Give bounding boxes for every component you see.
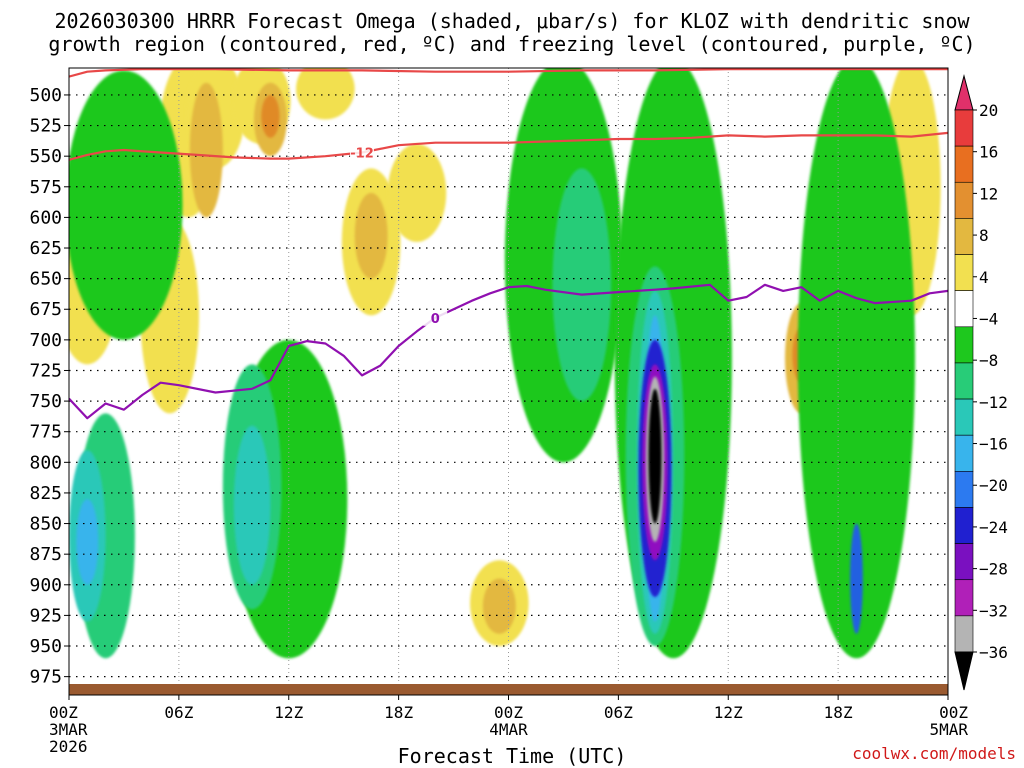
- ground-layer: [69, 684, 948, 695]
- omega-region-8: [387, 143, 447, 242]
- x-tick-date-48: 5MAR: [929, 720, 968, 739]
- y-tick-label-825: 825: [29, 483, 62, 504]
- x-tick-year-0: 2026: [49, 737, 88, 756]
- omega-region-11: [189, 82, 223, 218]
- y-tick-label-925: 925: [29, 605, 62, 626]
- contour-label-2: 0: [431, 312, 440, 327]
- contour-label-bg-0: [350, 144, 374, 161]
- y-tick-label-525: 525: [29, 116, 62, 137]
- colorbar-segment-1: [954, 145, 974, 183]
- y-tick-label-550: 550: [29, 146, 62, 167]
- colorbar-label-6: −8: [979, 351, 998, 370]
- colorbar-segment-3: [954, 218, 974, 255]
- colorbar-top-arrow: [954, 74, 974, 111]
- omega-region-36: [648, 388, 662, 524]
- y-tick-label-600: 600: [29, 207, 62, 228]
- x-tick-label-0: 00Z: [49, 703, 78, 722]
- colorbar-bottom-arrow: [954, 651, 974, 691]
- colorbar-label-12: −32: [979, 601, 1008, 620]
- x-tick-label-18: 18Z: [384, 703, 413, 722]
- y-tick-label-675: 675: [29, 299, 62, 320]
- colorbar-label-7: −12: [979, 393, 1008, 412]
- site-credit: coolwx.com/models: [852, 744, 1016, 763]
- omega-region-30: [76, 499, 99, 585]
- colorbar-segment-13: [954, 579, 974, 617]
- y-tick-label-800: 800: [29, 452, 62, 473]
- omega-region-32: [850, 523, 863, 634]
- colorbar-label-11: −28: [979, 560, 1008, 579]
- y-tick-label-775: 775: [29, 422, 62, 443]
- x-tick-label-36: 12Z: [714, 703, 743, 722]
- x-tick-label-30: 06Z: [604, 703, 633, 722]
- omega-region-28: [233, 425, 271, 585]
- x-axis-title: Forecast Time (UTC): [397, 744, 627, 768]
- colorbar-label-1: 16: [979, 143, 998, 162]
- chart-title-line1: 2026030300 HRRR Forecast Omega (shaded, …: [54, 9, 970, 33]
- colorbar-label-9: −20: [979, 476, 1008, 495]
- y-tick-label-950: 950: [29, 636, 62, 657]
- colorbar-label-5: −4: [979, 309, 998, 328]
- colorbar-segment-11: [954, 507, 974, 544]
- y-tick-label-900: 900: [29, 575, 62, 596]
- y-tick-label-750: 750: [29, 391, 62, 412]
- colorbar-label-2: 12: [979, 184, 998, 203]
- colorbar-segment-0: [954, 109, 974, 147]
- colorbar-segment-9: [954, 434, 974, 472]
- colorbar-segment-7: [954, 362, 974, 400]
- omega-region-22: [797, 68, 916, 659]
- colorbar-segment-5: [954, 290, 974, 328]
- omega-region-14: [482, 578, 516, 634]
- y-tick-label-575: 575: [29, 177, 62, 198]
- x-tick-label-24: 00Z: [494, 703, 523, 722]
- x-tick-label-6: 06Z: [164, 703, 193, 722]
- y-tick-label-975: 975: [29, 667, 62, 688]
- colorbar-label-0: 20: [979, 101, 998, 120]
- contour-label-0: -12: [350, 146, 374, 161]
- y-tick-label-875: 875: [29, 544, 62, 565]
- colorbar-segment-14: [954, 615, 974, 653]
- colorbar-segment-8: [954, 398, 974, 436]
- colorbar-segment-12: [954, 543, 974, 581]
- colorbar-segment-6: [954, 326, 974, 364]
- y-tick-label-850: 850: [29, 514, 62, 535]
- colorbar-label-8: −16: [979, 435, 1008, 454]
- contour-line-0: [69, 131, 948, 161]
- colorbar-label-10: −24: [979, 518, 1008, 537]
- x-tick-label-12: 12Z: [274, 703, 303, 722]
- colorbar-label-4: 4: [979, 268, 989, 287]
- y-tick-label-725: 725: [29, 360, 62, 381]
- y-tick-label-625: 625: [29, 238, 62, 259]
- omega-region-18: [69, 70, 183, 340]
- x-tick-date-24: 4MAR: [489, 720, 528, 739]
- x-tick-date-0: 3MAR: [49, 720, 88, 739]
- contour-line-2: [69, 283, 948, 420]
- contour-label-bg-2: [423, 309, 448, 326]
- x-tick-label-48: 00Z: [939, 703, 968, 722]
- y-tick-label-650: 650: [29, 269, 62, 290]
- omega-region-6: [296, 68, 355, 120]
- colorbar-label-13: −36: [979, 643, 1008, 662]
- x-tick-label-42: 18Z: [824, 703, 853, 722]
- y-tick-label-700: 700: [29, 330, 62, 351]
- y-tick-label-500: 500: [29, 85, 62, 106]
- omega-region-13: [354, 192, 388, 279]
- colorbar-label-3: 8: [979, 226, 989, 245]
- colorbar-segment-2: [954, 181, 974, 219]
- omega-region-25: [552, 168, 612, 402]
- colorbar-segment-10: [954, 471, 974, 508]
- contour-line-1: [69, 68, 948, 78]
- colorbar-segment-4: [954, 254, 974, 291]
- omega-region-16: [261, 94, 280, 138]
- chart-title-line2: growth region (contoured, red, ºC) and f…: [48, 32, 976, 56]
